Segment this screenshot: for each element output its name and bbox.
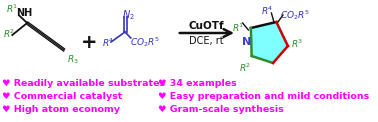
Text: NH: NH: [15, 8, 32, 18]
Text: $R^1$: $R^1$: [6, 3, 18, 15]
Polygon shape: [251, 22, 288, 63]
Text: $CO_2R^5$: $CO_2R^5$: [280, 8, 310, 22]
Text: DCE, rt: DCE, rt: [189, 36, 224, 46]
Text: $R^1$: $R^1$: [232, 22, 245, 34]
Text: $R_3$: $R_3$: [67, 54, 78, 66]
Text: ♥ Readily available substrates: ♥ Readily available substrates: [3, 79, 166, 88]
Text: +: +: [81, 33, 97, 52]
Text: N: N: [242, 37, 251, 47]
Text: ♥ High atom economy: ♥ High atom economy: [3, 105, 121, 114]
Text: CuOTf: CuOTf: [189, 21, 224, 31]
Text: $R^2$: $R^2$: [3, 28, 15, 40]
Text: ♥ Gram-scale synthesis: ♥ Gram-scale synthesis: [158, 105, 284, 114]
Text: $R^3$: $R^3$: [291, 38, 304, 50]
Text: ♥ Easy preparation and mild conditions: ♥ Easy preparation and mild conditions: [158, 92, 369, 101]
Text: $CO_2R^5$: $CO_2R^5$: [130, 35, 160, 49]
Text: $R^2$: $R^2$: [239, 62, 251, 74]
Text: $R^4$: $R^4$: [261, 5, 274, 17]
Text: ♥ Commercial catalyst: ♥ Commercial catalyst: [3, 92, 123, 101]
Text: $R^4$: $R^4$: [102, 37, 115, 49]
Text: ♥ 34 examples: ♥ 34 examples: [158, 79, 237, 88]
Text: $N_2$: $N_2$: [122, 8, 135, 22]
